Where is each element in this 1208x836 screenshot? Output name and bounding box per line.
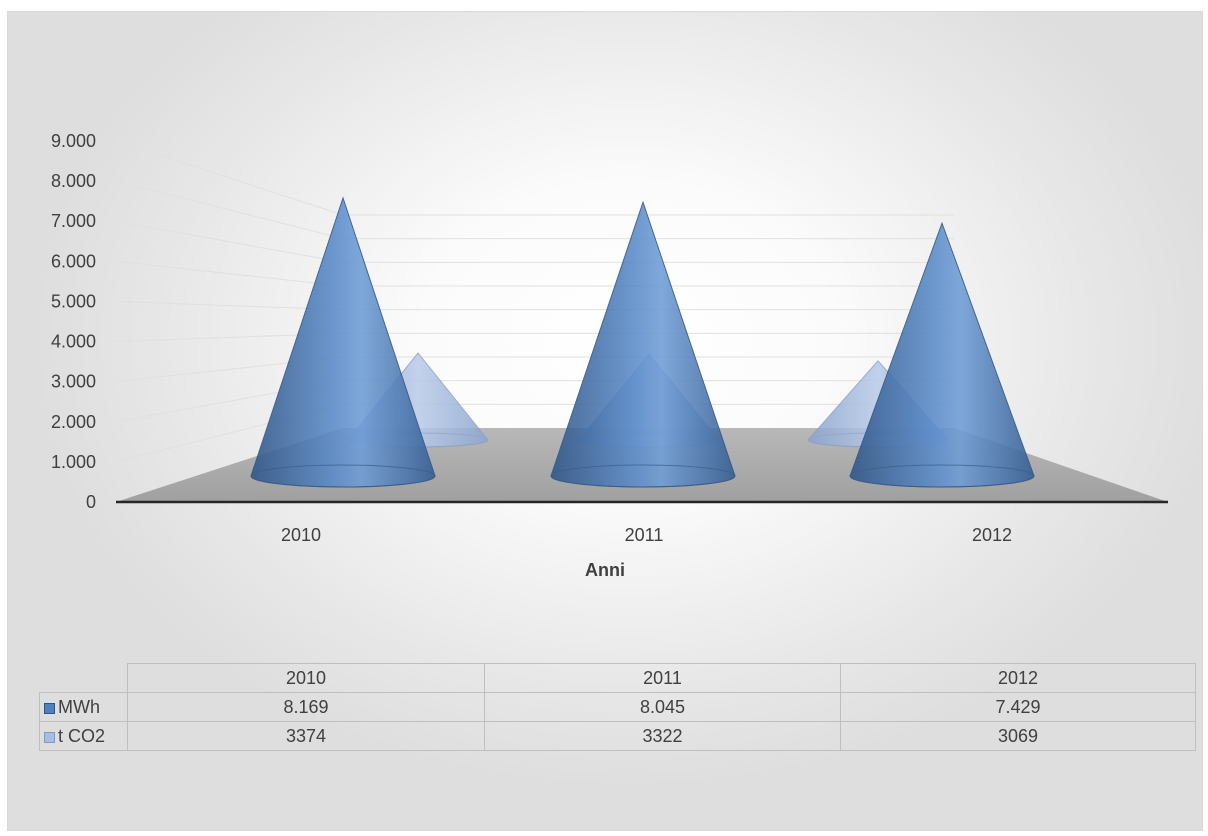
cone-mwh-body [250,196,436,488]
table-row-t-co2: t CO2 3374 3322 3069 [39,721,1196,751]
table-cell: 7.429 [840,692,1196,722]
gridline-side [115,140,344,216]
chart-area: 0 1.000 2.000 3.000 4.000 5.000 6.000 7.000 8.00… [7,11,1203,831]
series-name-mwh: MWh [58,696,100,717]
gridline-side [115,220,344,263]
table-row-mwh: MWh 8.169 8.045 7.429 [39,692,1196,722]
cone-mwh-base [550,464,736,488]
cone-mwh-base [250,464,436,488]
cone-mwh-body [550,200,736,488]
y-tick-label: 1.000 [51,452,96,472]
x-tick-label: 2011 [625,525,664,545]
x-tick-label: 2010 [281,525,321,545]
cone-chart: 0 1.000 2.000 3.000 4.000 5.000 6.000 7.000 8.00… [51,131,1168,580]
y-tick-label: 6.000 [51,251,96,271]
table-cell: 8.169 [127,692,485,722]
table-header-2010: 2010 [127,663,485,693]
legend-key-t-co2 [44,731,55,743]
table-header-row: 2010 2011 2012 [39,663,1196,693]
cone-mwh [550,200,736,488]
table-header-2011: 2011 [484,663,841,693]
y-tick-label: 5.000 [51,291,96,311]
table-cell: 3374 [127,721,485,751]
gridline-side [115,180,344,240]
gridline-side [115,260,344,287]
y-tick-label: 8.000 [51,171,96,191]
y-tick-label: 0 [86,492,96,512]
table-row-header-t-co2: t CO2 [39,721,128,751]
gridlines [115,140,954,463]
table-header-2012: 2012 [840,663,1196,693]
series-name-t-co2: t CO2 [58,725,106,746]
table-row-header-mwh: MWh [39,692,128,722]
cone-mwh [250,196,436,488]
table-cell: 3322 [484,721,841,751]
x-axis-title: Anni [585,560,625,580]
y-tick-label: 7.000 [51,211,96,231]
data-table: 2010 2011 2012 MWh 8.169 8.045 7.429 t C… [39,663,1196,751]
table-cell: 3069 [840,721,1196,751]
x-tick-label: 2012 [972,525,1012,545]
cone-mwh [849,221,1035,488]
y-tick-label: 4.000 [51,332,96,352]
legend-key-mwh [44,702,55,714]
y-tick-label: 3.000 [51,372,96,392]
gridline-side [115,300,344,311]
y-tick-label: 2.000 [51,412,96,432]
y-tick-label: 9.000 [51,131,96,151]
series-mwh-cones [250,196,1035,488]
x-axis-tick-labels: 2010 2011 2012 [281,525,1012,545]
cone-mwh-base [849,464,1035,488]
table-corner [39,663,128,693]
y-axis-tick-labels: 0 1.000 2.000 3.000 4.000 5.000 6.000 7.000 8.00… [51,131,96,512]
table-cell: 8.045 [484,692,841,722]
